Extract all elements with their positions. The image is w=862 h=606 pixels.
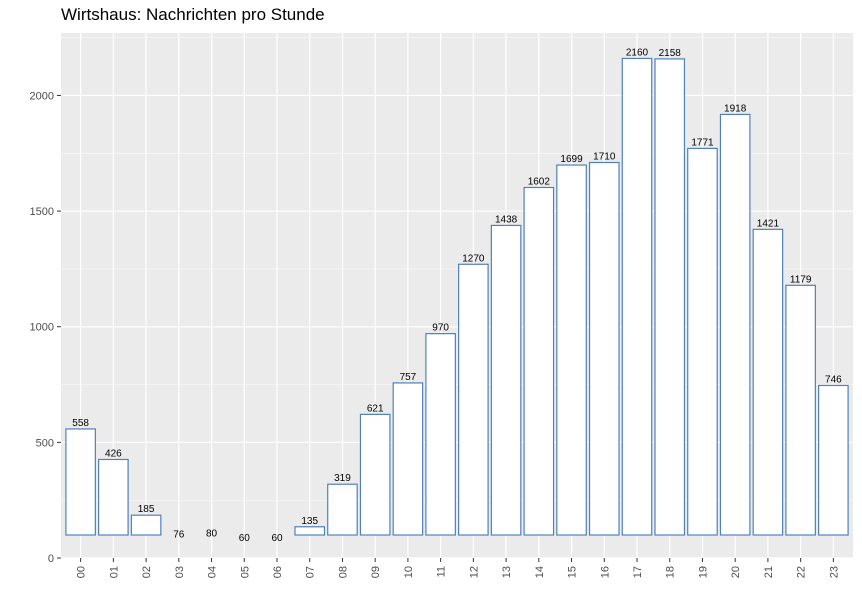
bar-21	[752, 228, 784, 536]
data-label-11: 970	[432, 323, 449, 334]
x-tick-label: 10	[403, 566, 415, 578]
data-label-12: 1270	[462, 253, 485, 264]
bars	[65, 57, 849, 536]
data-label-06: 60	[271, 533, 283, 544]
bar-09	[359, 413, 391, 536]
bar-01	[98, 458, 129, 536]
bar-15	[556, 164, 587, 536]
bar-12	[458, 263, 489, 536]
data-label-19: 1771	[691, 137, 714, 148]
data-label-20: 1918	[724, 103, 747, 114]
x-tick-label: 19	[697, 566, 709, 578]
x-tick-label: 11	[436, 566, 448, 577]
x-tick-label: 22	[796, 566, 808, 578]
bar-19	[687, 147, 718, 536]
data-label-04: 80	[206, 528, 218, 539]
x-tick-label: 15	[567, 566, 579, 578]
y-tick-label: 2000	[30, 90, 54, 102]
bar-13	[490, 224, 522, 536]
data-label-01: 426	[105, 448, 122, 459]
data-label-23: 746	[825, 374, 842, 385]
x-tick-label: 02	[141, 566, 153, 578]
x-tick-label: 00	[76, 566, 88, 578]
data-label-13: 1438	[495, 214, 518, 225]
data-labels: 558 426 185 76 80 60 60 135 319 621 757 970 1270 1438…	[72, 47, 842, 544]
bar-17	[621, 57, 653, 536]
y-tick-label: 1500	[30, 206, 54, 218]
bar-16	[588, 161, 620, 536]
chart-title: Wirtshaus: Nachrichten pro Stunde	[61, 5, 325, 24]
data-label-03: 76	[173, 529, 185, 540]
bar-00	[65, 428, 96, 536]
x-tick-label: 21	[763, 566, 775, 578]
bar-14	[523, 186, 555, 536]
data-label-17: 2160	[626, 47, 649, 58]
x-tick-label: 17	[632, 566, 644, 578]
data-label-15: 1699	[560, 154, 583, 165]
x-tick-label: 12	[468, 566, 480, 578]
data-label-07: 135	[301, 516, 318, 527]
data-label-05: 60	[239, 533, 251, 544]
data-label-22: 1179	[790, 274, 812, 285]
x-tick-label: 06	[272, 566, 284, 578]
bar-10	[392, 382, 424, 536]
bar-07	[294, 526, 326, 536]
data-label-10: 757	[400, 372, 417, 383]
y-axis: 0 500 1000 1500 2000	[30, 90, 61, 565]
bar-18	[654, 58, 686, 536]
y-tick-label: 0	[48, 553, 54, 565]
data-label-21: 1421	[757, 218, 780, 229]
bar-23	[818, 384, 849, 536]
data-label-00: 558	[72, 418, 89, 429]
x-tick-label: 09	[370, 566, 382, 578]
y-tick-label: 1000	[30, 322, 54, 334]
x-tick-label: 08	[337, 566, 349, 578]
x-tick-label: 14	[534, 566, 546, 578]
x-tick-label: 05	[239, 566, 251, 578]
data-label-18: 2158	[659, 48, 682, 59]
x-tick-label: 01	[108, 566, 120, 578]
x-tick-label: 04	[207, 566, 219, 578]
data-label-08: 319	[334, 473, 351, 484]
x-tick-label: 18	[665, 566, 677, 578]
x-tick-label: 13	[501, 566, 513, 578]
x-axis: 00 01 02 03 04 05 06 07 08 09 10 11 12 13 14 15 16 17 18 19…	[76, 558, 840, 578]
data-label-09: 621	[367, 403, 384, 414]
data-label-14: 1602	[528, 176, 551, 187]
data-label-02: 185	[138, 504, 155, 515]
x-tick-label: 23	[828, 566, 840, 578]
bar-02	[130, 514, 162, 536]
y-tick-label: 500	[36, 437, 54, 449]
x-tick-label: 20	[730, 566, 742, 578]
bar-11	[425, 333, 456, 536]
bar-20	[719, 113, 751, 536]
x-tick-label: 16	[599, 566, 611, 578]
bar-08	[327, 483, 358, 536]
bar-22	[785, 284, 816, 536]
x-tick-label: 07	[305, 566, 317, 578]
data-label-16: 1710	[593, 152, 616, 163]
x-tick-label: 03	[174, 566, 186, 578]
